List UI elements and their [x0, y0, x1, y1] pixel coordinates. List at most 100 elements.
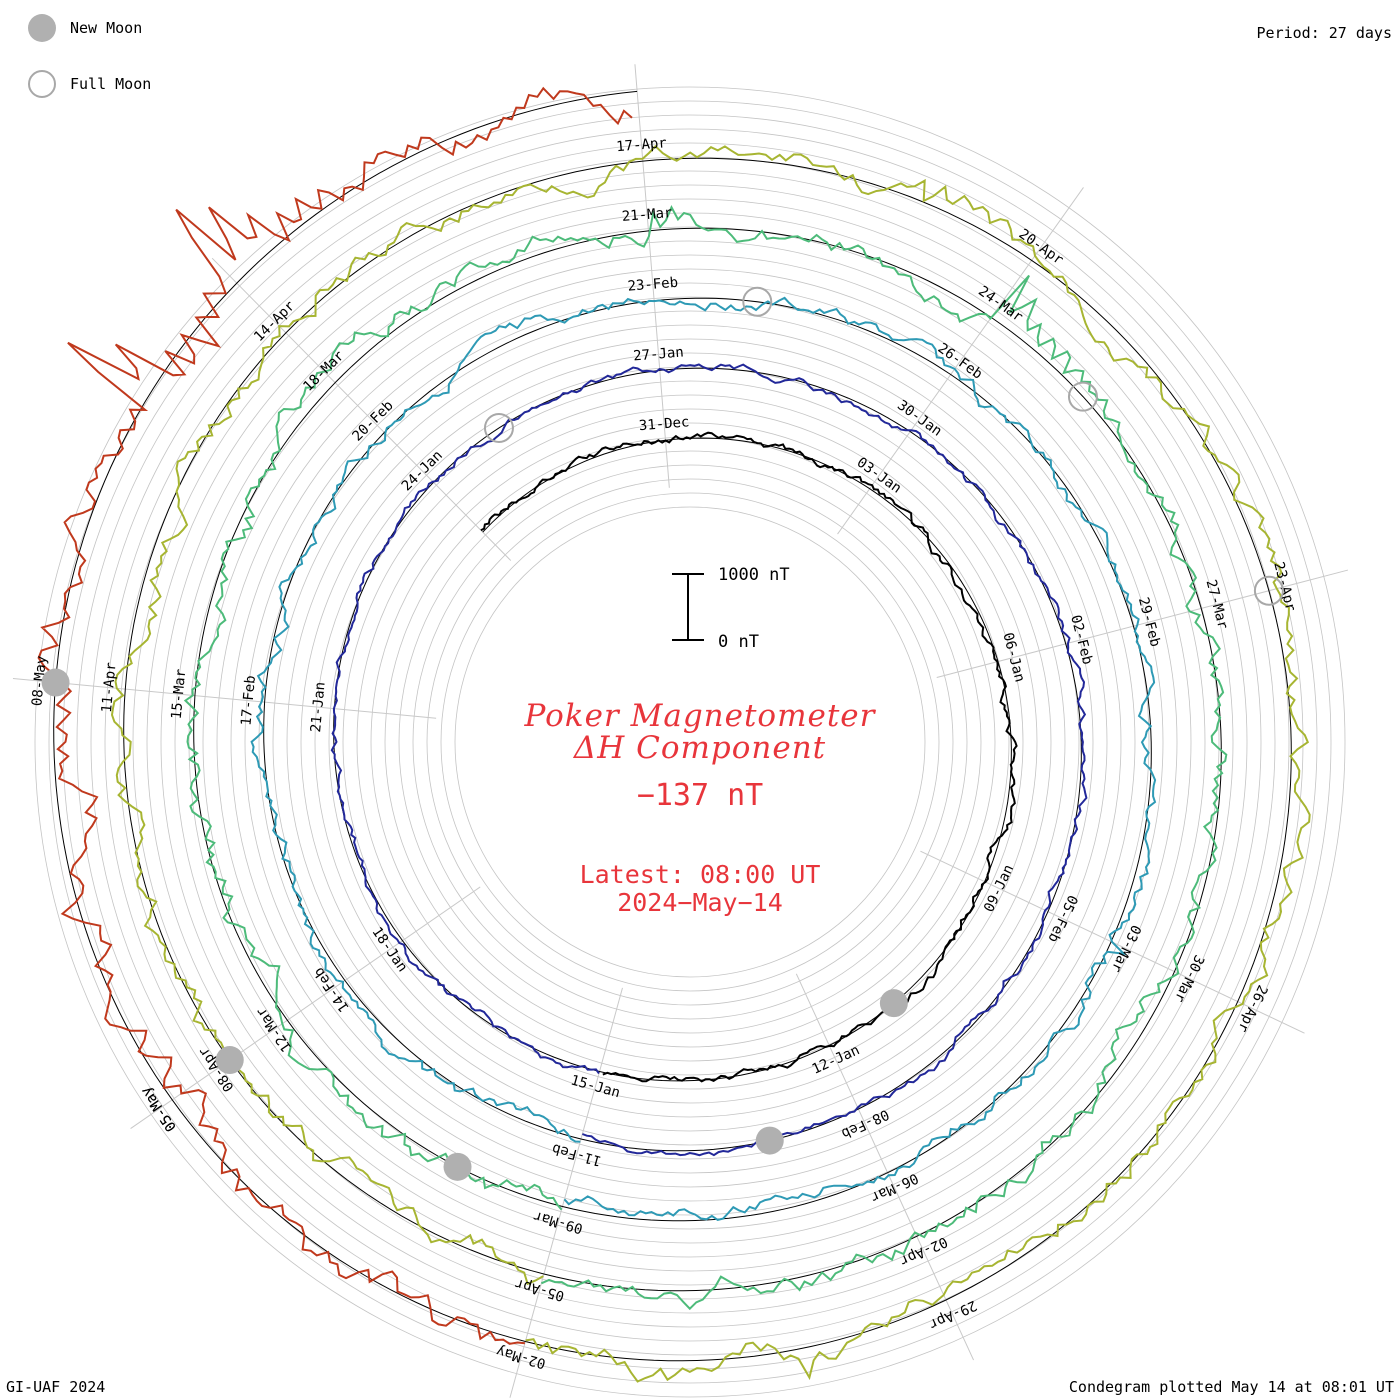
- date-label: 26-Apr: [1234, 982, 1270, 1035]
- grid-ring: [34, 86, 1346, 1398]
- full-moon-icon: [28, 70, 56, 98]
- legend-new-moon: New Moon: [28, 14, 142, 42]
- grid-ring: [104, 156, 1276, 1328]
- grid-ring: [412, 464, 968, 1020]
- grid-ring: [202, 254, 1178, 1230]
- grid-ring: [146, 198, 1234, 1286]
- date-label: 29-Feb: [1135, 596, 1163, 649]
- new-moon-marker: [443, 1152, 472, 1181]
- grid-ring: [188, 240, 1192, 1244]
- date-label: 20-Apr: [1016, 226, 1066, 268]
- full-moon-marker: [1067, 381, 1098, 412]
- trace-ring-5: [110, 144, 1311, 1383]
- date-label: 15-Mar: [169, 668, 190, 720]
- new-moon-marker: [215, 1046, 244, 1075]
- date-label: 23-Feb: [627, 275, 679, 295]
- day-spoke: [837, 187, 1084, 535]
- day-spoke: [509, 987, 623, 1398]
- date-label: 02-May: [495, 1342, 548, 1371]
- date-label: 11-Feb: [550, 1140, 603, 1169]
- grid-ring: [132, 184, 1248, 1300]
- date-label: 14-Feb: [311, 964, 353, 1015]
- day-spoke: [130, 886, 481, 1129]
- grid-ring: [328, 380, 1052, 1104]
- latest-date: 2024−May−14: [617, 888, 783, 917]
- footer-plot-time: Condegram plotted May 14 at 08:01 UT: [1068, 1378, 1394, 1396]
- date-label: 15-Jan: [569, 1072, 622, 1101]
- date-label: 21-Jan: [308, 681, 329, 733]
- date-label: 21-Mar: [621, 205, 673, 225]
- date-label: 09-Jan: [981, 862, 1017, 915]
- date-label: 27-Jan: [633, 344, 685, 364]
- day-spoke: [634, 64, 670, 488]
- new-moon-icon: [28, 14, 56, 42]
- date-label: 03-Mar: [1108, 922, 1144, 975]
- grid-ring: [356, 408, 1024, 1076]
- chart-title: Poker Magnetometer ΔH Component −137 nT …: [450, 700, 950, 917]
- trace-ring-4: [183, 204, 1228, 1311]
- date-label: 17-Apr: [616, 135, 668, 155]
- grid-ring: [426, 478, 954, 1006]
- new-moon-marker: [755, 1126, 784, 1155]
- scale-bar: 1000 nT 0 nT: [672, 565, 790, 652]
- grid-ring: [384, 436, 996, 1048]
- grid-ring: [398, 450, 982, 1034]
- grid-ring: [230, 282, 1150, 1202]
- grid-ring: [454, 506, 926, 978]
- new-moon-label: New Moon: [70, 19, 143, 37]
- date-label: 11-Apr: [99, 662, 120, 714]
- scale-bar-top-label: 1000 nT: [718, 565, 790, 585]
- period-label: Period: 27 days: [1256, 24, 1392, 42]
- date-label: 30-Mar: [1171, 952, 1207, 1005]
- date-label: 27-Mar: [1203, 578, 1231, 631]
- date-label: 06-Jan: [999, 631, 1027, 684]
- scale-bar-bottom-label: 0 nT: [718, 632, 759, 652]
- legend-full-moon: Full Moon: [28, 70, 151, 98]
- date-label: 23-Apr: [1270, 560, 1298, 613]
- moon-markers: [41, 286, 1284, 1181]
- full-moon-label: Full Moon: [70, 75, 152, 93]
- grid-ring: [258, 310, 1122, 1174]
- date-label: 08-May: [29, 655, 50, 707]
- current-value: −137 nT: [636, 778, 764, 813]
- grid-ring: [90, 142, 1290, 1342]
- grid-ring: [300, 352, 1080, 1132]
- grid-ring: [244, 296, 1136, 1188]
- grid-ring: [62, 114, 1318, 1370]
- grid-ring: [76, 128, 1304, 1356]
- full-moon-marker: [742, 286, 773, 317]
- grid-ring: [370, 422, 1010, 1062]
- grid-ring: [160, 212, 1220, 1272]
- date-label: 31-Dec: [638, 414, 690, 434]
- title-line-1: Poker Magnetometer: [524, 698, 876, 734]
- date-label: 05-Apr: [513, 1275, 566, 1304]
- grid-ring: [272, 324, 1108, 1160]
- full-moon-marker: [483, 412, 514, 443]
- grid-ring: [342, 394, 1038, 1090]
- day-spoke: [936, 569, 1349, 679]
- grid-rings: [34, 86, 1346, 1398]
- grid-ring: [174, 226, 1206, 1258]
- trace-ring-3: [250, 296, 1157, 1221]
- day-spoke: [211, 257, 512, 561]
- day-spoke: [12, 678, 437, 719]
- new-moon-marker: [879, 989, 908, 1018]
- trace-ring-2: [330, 363, 1088, 1157]
- grid-ring: [286, 338, 1094, 1146]
- title-line-2: ΔH Component: [573, 730, 827, 766]
- date-label: 09-Mar: [532, 1207, 585, 1236]
- trace-ring-1: [480, 431, 1018, 1083]
- latest-time: Latest: 08:00 UT: [579, 860, 821, 889]
- grid-ring: [440, 492, 940, 992]
- full-moon-marker: [1253, 575, 1284, 606]
- date-label: 05-May: [138, 1084, 180, 1135]
- grid-ring: [48, 100, 1332, 1384]
- grid-ring: [314, 366, 1066, 1118]
- new-moon-marker: [41, 668, 70, 697]
- grid-ring: [216, 268, 1164, 1216]
- date-label: 17-Feb: [238, 675, 259, 727]
- grid-ring: [118, 170, 1262, 1314]
- date-label: 24-Mar: [975, 283, 1025, 325]
- footer-credit: GI-UAF 2024: [6, 1378, 106, 1396]
